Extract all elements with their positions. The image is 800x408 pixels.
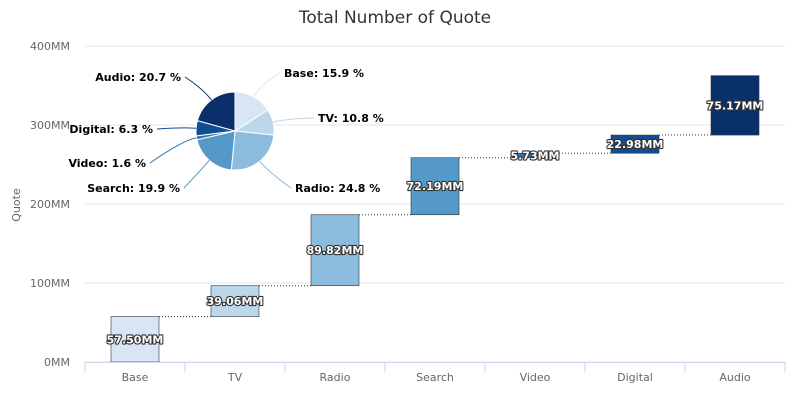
pie-slice-label: Search: 19.9 %	[87, 182, 180, 195]
y-axis-ticks: 0MM 100MM 200MM 300MM 400MM	[30, 40, 70, 369]
waterfall-bars	[110, 75, 760, 363]
pie-connector	[259, 160, 292, 189]
bar	[110, 316, 160, 363]
bar-value-label: 39.06MM	[207, 295, 264, 308]
y-tick-label: 300MM	[30, 119, 70, 132]
pie-slice-label: Radio: 24.8 %	[295, 182, 380, 195]
pie-connector	[156, 127, 197, 130]
bar	[410, 157, 460, 216]
x-axis-ticks: Base TV Radio Search Video Digital Audio	[84, 362, 786, 384]
bar	[310, 214, 360, 287]
pie-connector	[149, 137, 197, 164]
pie-slice	[230, 130, 275, 171]
y-tick-label: 400MM	[30, 40, 70, 53]
y-tick-label: 200MM	[30, 198, 70, 211]
bar-value-label: 5.73MM	[510, 149, 559, 162]
bar	[710, 75, 760, 136]
bar-value-label: 72.19MM	[407, 180, 464, 193]
y-tick-label: 0MM	[44, 356, 70, 369]
bar	[610, 134, 660, 154]
y-tick-label: 100MM	[30, 277, 70, 290]
x-tick-label: Base	[122, 371, 149, 384]
pie-slice-label: Audio: 20.7 %	[95, 71, 181, 84]
bar-value-label: 89.82MM	[307, 244, 364, 257]
bar	[510, 152, 560, 159]
x-tick-label: TV	[227, 371, 243, 384]
pie-slice-label: Video: 1.6 %	[68, 157, 146, 170]
pie-slice-label: Base: 15.9 %	[284, 67, 364, 80]
x-tick-label: Video	[520, 371, 551, 384]
pie-connector	[183, 159, 210, 189]
share-pie: Base: 15.9 % TV: 10.8 % Radio: 24.8 % Searc…	[68, 67, 383, 195]
pie-slice-label: TV: 10.8 %	[318, 112, 384, 125]
pie-connector	[184, 76, 212, 101]
bar-value-label: 57.50MM	[107, 333, 164, 346]
pie-slice-label: Digital: 6.3 %	[69, 123, 153, 136]
bar-value-label: 22.98MM	[607, 138, 664, 151]
x-tick-label: Radio	[320, 371, 351, 384]
bar-value-labels: 57.50MM 39.06MM 89.82MM 72.19MM 5.73MM 22.98M…	[106, 98, 765, 347]
x-tick-label: Search	[416, 371, 454, 384]
bar	[210, 285, 260, 317]
pie-connector	[272, 117, 315, 123]
chart-title: Total Number of Quote	[298, 8, 491, 28]
bar-value-label: 75.17MM	[707, 99, 764, 112]
pie-connector	[253, 72, 281, 98]
x-tick-label: Audio	[719, 371, 751, 384]
x-tick-label: Digital	[617, 371, 653, 384]
y-axis-label: Quote	[10, 188, 23, 222]
